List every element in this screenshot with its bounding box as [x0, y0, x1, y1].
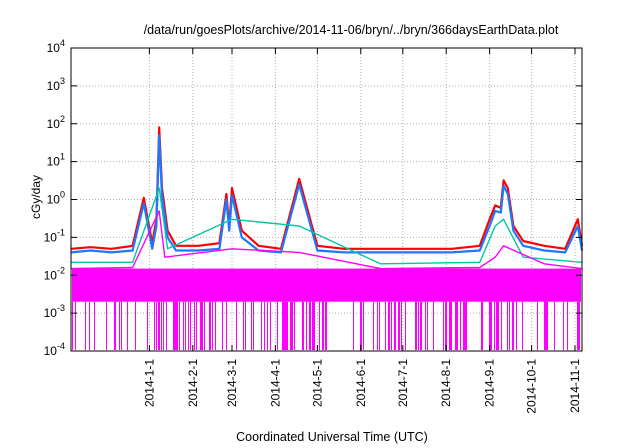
y-axis: 10-4 10-3 10-2 10-1 100 101 102 103 104 [44, 38, 582, 358]
y-tick-label: 100 [47, 190, 65, 207]
x-tick-label: 2014-11-1 [568, 359, 582, 413]
x-tick-label: 2014-2-1 [186, 359, 200, 407]
x-tick-label: 2014-1-1 [142, 359, 156, 407]
series-line-4 [70, 210, 583, 270]
x-tick-label: 2014-3-1 [225, 359, 239, 407]
y-axis-label: cGy/day [29, 175, 43, 219]
x-tick-label: 2014-6-1 [354, 359, 368, 407]
chart-title: /data/run/goesPlots/archive/2014-11-06/b… [144, 23, 559, 37]
x-axis: 2014-1-1 2014-2-1 2014-3-1 2014-4-1 2014-5-1… [142, 48, 582, 414]
series-group [70, 126, 584, 270]
x-tick-label: 2014-10-1 [525, 359, 539, 414]
band-fill [72, 268, 581, 302]
y-tick-label: 102 [47, 114, 65, 131]
x-tick-label: 2014-7-1 [396, 359, 410, 407]
y-tick-label: 103 [47, 76, 65, 93]
x-axis-label: Coordinated Universal Time (UTC) [236, 430, 428, 444]
y-tick-label: 10-1 [44, 227, 65, 244]
y-tick-label: 10-3 [44, 303, 65, 320]
x-tick-label: 2014-5-1 [310, 359, 324, 407]
y-tick-label: 101 [47, 152, 65, 169]
data-band [72, 268, 581, 350]
y-tick-label: 104 [47, 38, 65, 55]
x-tick-label: 2014-9-1 [483, 359, 497, 407]
x-tick-label: 2014-4-1 [268, 359, 282, 407]
y-tick-label: 10-4 [44, 341, 65, 358]
series-line-2 [70, 134, 584, 254]
series-line-3 [71, 187, 583, 265]
y-tick-label: 10-2 [44, 265, 65, 282]
x-tick-label: 2014-8-1 [439, 359, 453, 407]
